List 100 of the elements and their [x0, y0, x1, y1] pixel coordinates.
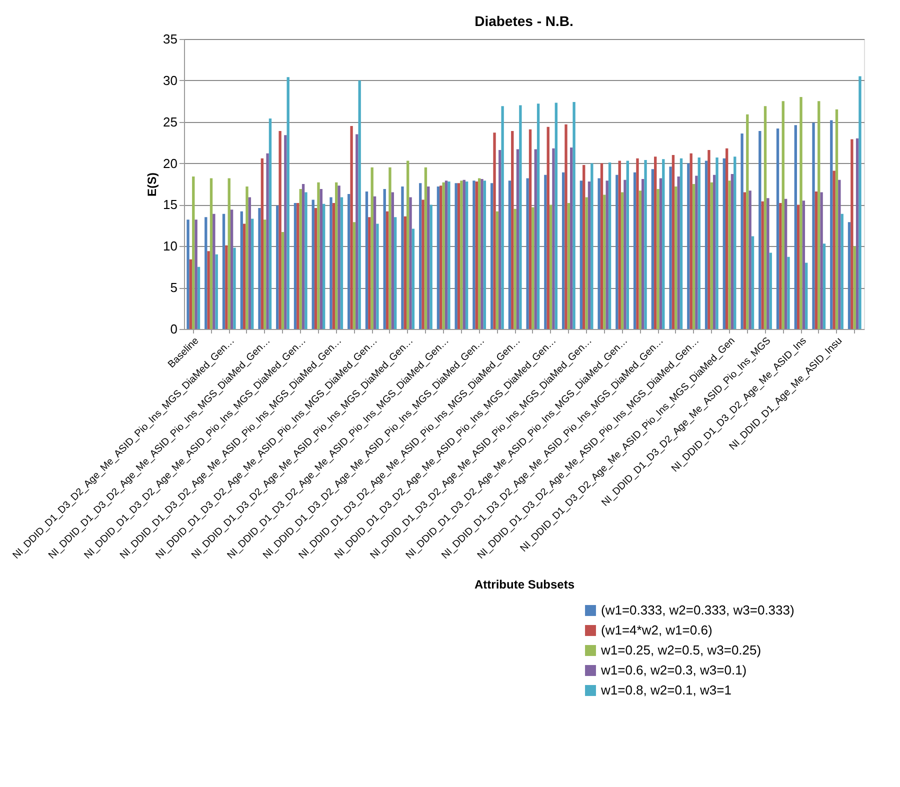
- bar: [483, 180, 486, 329]
- bar: [638, 190, 642, 329]
- bar: [728, 180, 731, 329]
- bar: [258, 208, 261, 329]
- legend-label: w1=0.8, w2=0.1, w3=1: [600, 682, 732, 698]
- bar: [659, 178, 662, 329]
- bar: [692, 184, 696, 329]
- bar: [251, 218, 254, 329]
- bar: [409, 197, 412, 329]
- bar: [564, 124, 568, 329]
- bar: [340, 197, 344, 329]
- bar: [493, 132, 496, 329]
- bar: [212, 214, 216, 329]
- bar: [662, 159, 665, 329]
- bar: [758, 130, 762, 329]
- bar: [465, 182, 468, 329]
- bar: [835, 109, 838, 329]
- bar: [376, 224, 379, 329]
- bar: [716, 157, 718, 329]
- bar: [246, 186, 248, 329]
- bar: [782, 101, 784, 329]
- bar: [636, 158, 639, 329]
- bar: [536, 104, 540, 329]
- y-axis-title: E(S): [145, 172, 160, 196]
- bar: [475, 182, 478, 329]
- bar: [687, 163, 690, 329]
- bar: [430, 204, 432, 329]
- bar: [317, 182, 320, 329]
- bar: [370, 167, 374, 329]
- bar: [549, 204, 552, 329]
- bar: [588, 182, 591, 329]
- bar: [708, 150, 710, 329]
- bar: [233, 248, 236, 329]
- bar: [751, 236, 754, 329]
- bar: [572, 102, 576, 329]
- bar: [338, 186, 340, 329]
- bar: [436, 186, 440, 329]
- bar: [472, 180, 476, 329]
- bar: [222, 214, 226, 329]
- legend-label: (w1=0.333, w2=0.333, w3=0.333): [601, 602, 794, 618]
- bar: [302, 184, 305, 329]
- bar: [544, 174, 547, 329]
- bar: [294, 203, 297, 329]
- bar: [422, 200, 424, 329]
- bar: [478, 178, 481, 329]
- bar: [460, 180, 463, 329]
- bar: [394, 217, 397, 329]
- bar: [624, 180, 626, 329]
- bar: [766, 198, 770, 329]
- bar: [567, 203, 570, 329]
- legend-label: w1=0.6, w2=0.3, w3=0.1): [600, 662, 747, 678]
- bar: [656, 188, 660, 329]
- bar: [776, 128, 780, 329]
- bar: [278, 130, 282, 329]
- bar: [194, 220, 198, 329]
- bar: [787, 256, 790, 329]
- bar: [276, 206, 279, 329]
- bar: [562, 172, 565, 329]
- bar: [358, 80, 361, 329]
- bar: [427, 186, 430, 329]
- bar: [266, 153, 269, 329]
- bar: [784, 198, 788, 329]
- bar: [832, 170, 836, 329]
- bar: [406, 160, 410, 329]
- bar: [822, 244, 826, 329]
- bar: [352, 222, 356, 329]
- bar: [448, 182, 450, 329]
- bar: [651, 169, 654, 329]
- bar: [242, 224, 246, 329]
- bar: [240, 211, 243, 329]
- bar: [498, 150, 502, 329]
- bar: [769, 252, 772, 329]
- bar: [800, 97, 802, 329]
- bar: [412, 228, 415, 329]
- bar: [189, 259, 192, 329]
- bar: [268, 118, 272, 329]
- y-tick-label: 25: [163, 114, 178, 130]
- bar: [690, 153, 692, 329]
- bar: [511, 130, 514, 329]
- bar: [552, 148, 555, 329]
- bar: [546, 126, 550, 329]
- bar: [726, 148, 728, 329]
- y-tick-label: 30: [163, 72, 178, 88]
- bar: [386, 211, 389, 329]
- bar: [743, 192, 746, 329]
- bar: [320, 188, 322, 329]
- bar: [734, 156, 736, 329]
- chart-title: Diabetes - N.B.: [474, 13, 574, 29]
- bar: [764, 106, 767, 329]
- bar: [779, 203, 782, 329]
- bar: [519, 105, 522, 329]
- bar: [514, 208, 516, 329]
- bar: [672, 155, 675, 329]
- bar: [580, 180, 583, 329]
- bar: [404, 216, 406, 329]
- bar: [856, 138, 859, 329]
- bar: [480, 179, 484, 329]
- bar: [516, 149, 520, 329]
- bar: [794, 125, 797, 329]
- bar: [365, 191, 368, 329]
